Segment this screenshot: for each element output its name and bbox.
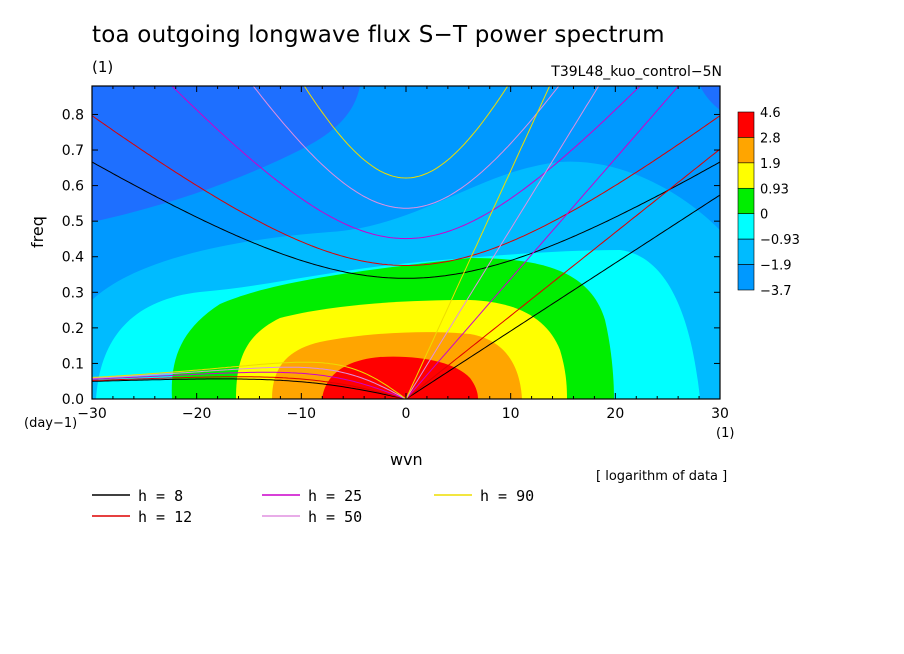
x-tick-label: 0 bbox=[402, 406, 411, 422]
y-tick-label: 0.4 bbox=[62, 250, 84, 266]
colorbar-label: 0 bbox=[760, 208, 768, 223]
y-tick-label: 0.6 bbox=[62, 179, 84, 195]
kelvin-wave-h25 bbox=[405, 86, 680, 399]
colorbar-swatch bbox=[737, 213, 755, 240]
y-tick-label: 0.8 bbox=[62, 107, 84, 123]
field-level-0 bbox=[92, 86, 360, 222]
rossby-wave-h25 bbox=[92, 371, 407, 399]
colorbar-label: 4.6 bbox=[760, 106, 781, 121]
field-level-7 bbox=[322, 356, 478, 399]
y-tick-label: 0.5 bbox=[62, 214, 84, 230]
colorbar-swatch bbox=[737, 187, 755, 215]
colorbar-swatch bbox=[737, 137, 755, 164]
colorbar-label: −0.93 bbox=[760, 233, 800, 248]
y-tick-label: 0.1 bbox=[62, 356, 84, 372]
colorbar-swatch bbox=[737, 111, 755, 138]
field-level-0b bbox=[700, 86, 720, 110]
x-tick-label: 30 bbox=[711, 406, 729, 422]
gravity-wave-h50 bbox=[252, 86, 560, 209]
rossby-wave-h8 bbox=[92, 378, 407, 399]
x-tick-label: −30 bbox=[77, 406, 107, 422]
rossby-wave-h12 bbox=[92, 376, 407, 399]
gravity-wave-h25 bbox=[171, 86, 641, 240]
colorbar-label: 2.8 bbox=[760, 131, 781, 146]
data-note: [ logarithm of data ] bbox=[596, 469, 728, 484]
legend-label-h12: h = 12 bbox=[138, 508, 192, 526]
rossby-wave-h50 bbox=[92, 366, 407, 399]
run-label: T39L48_kuo_control−5N bbox=[551, 64, 722, 80]
y-tick-label: 0.7 bbox=[62, 143, 84, 159]
rossby-wave-h90 bbox=[92, 361, 407, 399]
legend-label-h25: h = 25 bbox=[308, 487, 362, 505]
kelvin-wave-h50 bbox=[405, 86, 600, 399]
x-tick-label: −20 bbox=[182, 406, 212, 422]
gravity-wave-h90 bbox=[303, 86, 509, 179]
x-tick-label: −10 bbox=[287, 406, 317, 422]
colorbar-swatch bbox=[737, 238, 755, 265]
chart-title: toa outgoing longwave flux S−T power spe… bbox=[92, 22, 665, 48]
x-tick-label: 20 bbox=[606, 406, 624, 422]
x-axis-label: wvn bbox=[390, 450, 423, 469]
colorbar-label: −1.9 bbox=[760, 259, 792, 274]
kelvin-wave-h8 bbox=[405, 194, 720, 399]
colorbar-swatch bbox=[737, 264, 755, 291]
units-label: (1) bbox=[92, 58, 114, 76]
legend-label-h50: h = 50 bbox=[308, 508, 362, 526]
y-tick-label: 0.3 bbox=[62, 285, 84, 301]
y-tick-label: 0.2 bbox=[62, 321, 84, 337]
dispersion-curves bbox=[92, 86, 720, 399]
kelvin-wave-h90 bbox=[405, 86, 551, 399]
y-axis-unit: (day−1) bbox=[24, 416, 78, 431]
x-axis-unit: (1) bbox=[716, 426, 735, 441]
x-tick-label: 10 bbox=[502, 406, 520, 422]
gravity-wave-h8 bbox=[92, 161, 720, 279]
kelvin-wave-h12 bbox=[405, 148, 720, 399]
y-tick-label: 0.0 bbox=[62, 392, 84, 408]
gravity-wave-h12 bbox=[92, 115, 720, 266]
colorbar-swatch bbox=[737, 162, 755, 189]
colorbar-label: 1.9 bbox=[760, 157, 781, 172]
spectrum-field bbox=[92, 86, 720, 399]
legend-label-h90: h = 90 bbox=[480, 487, 534, 505]
legend-label-h8: h = 8 bbox=[138, 487, 183, 505]
colorbar-label: 0.93 bbox=[760, 182, 789, 197]
colorbar-label: −3.7 bbox=[760, 284, 792, 299]
